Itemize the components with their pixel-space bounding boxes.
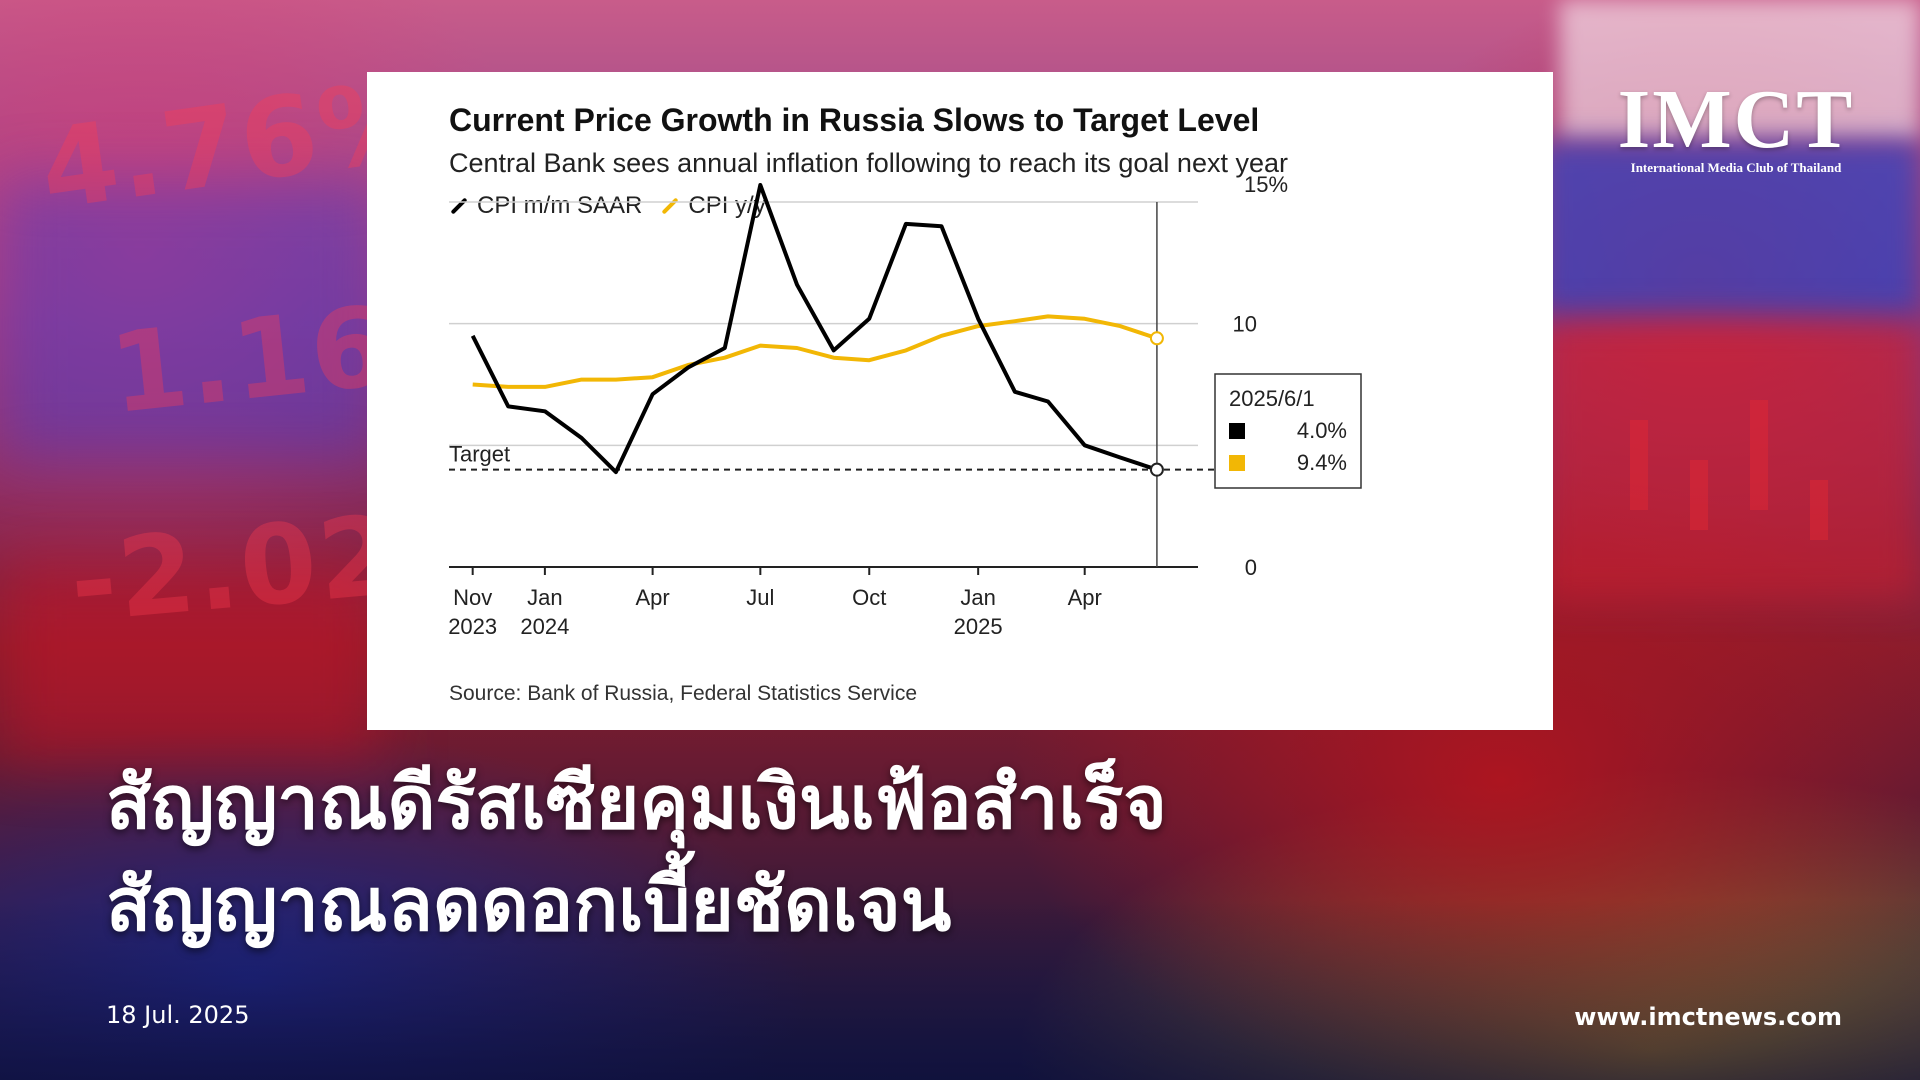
legend-item-cpi-mm: CPI m/m SAAR bbox=[449, 192, 642, 220]
tooltip-value: 4.0% bbox=[1297, 418, 1347, 443]
tooltip-date: 2025/6/1 bbox=[1229, 386, 1315, 411]
logo-text: IMCT bbox=[1617, 73, 1855, 166]
y-tick-label: 0 bbox=[1245, 555, 1257, 580]
background-flag-white-stripe bbox=[1560, 0, 1920, 140]
headline: สัญญาณดีรัสเซียคุมเงินเฟ้อสำเร็จ สัญญาณล… bbox=[106, 752, 1167, 956]
chart-source: Source: Bank of Russia, Federal Statisti… bbox=[449, 682, 918, 705]
x-tick-label: Apr bbox=[1068, 585, 1102, 610]
hover-marker bbox=[1149, 462, 1164, 477]
x-tick-label: Oct bbox=[852, 585, 886, 610]
background-candle bbox=[1630, 420, 1648, 510]
x-tick-label: Jul bbox=[746, 585, 774, 610]
x-tick-label-year: 2023 bbox=[448, 614, 497, 639]
background-candle bbox=[1690, 460, 1708, 530]
target-label: Target bbox=[449, 442, 510, 467]
x-tick-label: Apr bbox=[635, 585, 669, 610]
background-flag-blue-stripe bbox=[1540, 140, 1920, 320]
imct-logo: IMCT International Media Club of Thailan… bbox=[1616, 78, 1856, 176]
x-tick-label: Jan bbox=[527, 585, 562, 610]
logo-subtitle: International Media Club of Thailand bbox=[1630, 160, 1842, 175]
x-tick-label: Jan bbox=[960, 585, 995, 610]
chart-title: Current Price Growth in Russia Slows to … bbox=[449, 102, 1260, 138]
x-tick-label-year: 2024 bbox=[520, 614, 569, 639]
website-link[interactable]: www.imctnews.com bbox=[1574, 1003, 1842, 1031]
background-red-glow bbox=[0, 560, 380, 760]
tooltip-swatch bbox=[1229, 455, 1245, 471]
background-blue-glow bbox=[0, 180, 380, 460]
tooltip-swatch bbox=[1229, 423, 1245, 439]
series-line-cpi-yy bbox=[472, 314, 1158, 389]
headline-line-1: สัญญาณดีรัสเซียคุมเงินเฟ้อสำเร็จ bbox=[106, 760, 1167, 846]
headline-line-2: สัญญาณลดดอกเบี้ยชัดเจน bbox=[106, 862, 952, 948]
background-bottom-shade bbox=[0, 900, 1920, 1080]
chart-tooltip: 2025/6/1 4.0% 9.4% bbox=[1214, 373, 1362, 489]
chart-subtitle: Central Bank sees annual inflation follo… bbox=[449, 148, 1288, 178]
hover-marker bbox=[1149, 331, 1164, 346]
tooltip-value: 9.4% bbox=[1297, 450, 1347, 475]
series-line-cpi-mm bbox=[470, 183, 1158, 475]
legend-label: CPI m/m SAAR bbox=[477, 192, 643, 219]
background-candle bbox=[1810, 480, 1828, 540]
x-tick-label: Nov bbox=[453, 585, 492, 610]
y-tick-label: 15% bbox=[1244, 172, 1288, 197]
background-candle bbox=[1750, 400, 1768, 510]
chart-card: Current Price Growth in Russia Slows to … bbox=[367, 72, 1553, 730]
publish-date: 18 Jul. 2025 bbox=[106, 1001, 250, 1029]
background-flag-red-stripe bbox=[1540, 320, 1920, 600]
chart-plot: 051015%Nov2023Jan2024AprJulOctJan2025Apr… bbox=[448, 172, 1362, 639]
x-tick-label-year: 2025 bbox=[954, 614, 1003, 639]
y-tick-label: 10 bbox=[1233, 312, 1257, 337]
